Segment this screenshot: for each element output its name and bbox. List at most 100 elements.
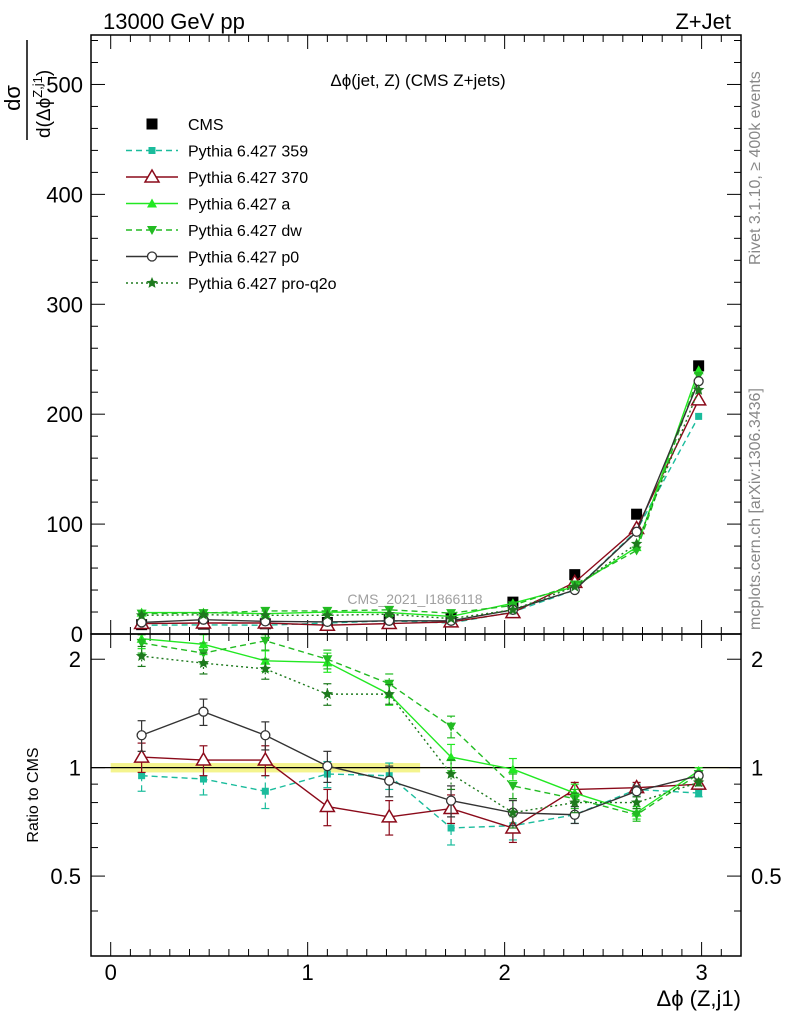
main-series-line (141, 369, 700, 618)
main-y-axis-label: dσ d(ΔϕZ,j1) (0, 40, 55, 140)
ratio-point (569, 796, 581, 808)
main-series-line (141, 375, 700, 615)
x-tick-label: 3 (695, 960, 707, 985)
ratio-point (319, 798, 336, 813)
ratio-point (260, 730, 271, 741)
ratio-point (133, 748, 150, 763)
ratio-point (507, 764, 518, 774)
ratio-panel-frame (90, 633, 742, 957)
ratio-point (257, 751, 274, 766)
legend-marker (148, 147, 156, 154)
legend-item: Pythia 6.427 370 (126, 168, 308, 187)
legend-item: Pythia 6.427 dw (126, 223, 302, 240)
ratio-point (198, 706, 209, 717)
legend-label: Pythia 6.427 359 (188, 144, 308, 161)
ratio-point (446, 722, 457, 732)
ratio-point (260, 655, 271, 665)
ratio-point (692, 776, 705, 788)
ratio-point (199, 775, 207, 783)
rivet-version-label: Rivet 3.1.10, ≥ 400k events (747, 71, 764, 265)
mc-point (631, 546, 642, 556)
ratio-point (631, 810, 642, 820)
ratio-series (136, 634, 704, 822)
legend-item: Pythia 6.427 pro-q2o (126, 276, 337, 293)
legend-item: Pythia 6.427 p0 (126, 250, 299, 267)
legend-label: Pythia 6.427 a (188, 197, 290, 214)
legend-marker (147, 226, 157, 235)
mc-point (445, 612, 457, 624)
mc-point (135, 609, 148, 621)
y-tick-label-main: 100 (46, 512, 83, 537)
ratio-point (135, 650, 148, 661)
y-tick-label-ratio-right: 1 (751, 756, 763, 781)
y-tick-label-main: 400 (46, 182, 83, 207)
analysis-watermark: CMS_2021_I1866118 (347, 591, 482, 607)
ratio-point (631, 786, 642, 797)
y-tick-label-main: 500 (46, 72, 83, 97)
ratio-series (136, 698, 704, 827)
ratio-point (138, 772, 146, 780)
ratio-point (695, 789, 703, 797)
ratio-point (446, 752, 457, 762)
ratio-series (137, 760, 703, 846)
legend-label: Pythia 6.427 p0 (188, 250, 299, 267)
legend-marker (146, 277, 158, 288)
legend-label: Pythia 6.427 370 (188, 170, 308, 187)
ratio-point (630, 796, 643, 808)
main-series-line (141, 380, 700, 624)
ratio-series-line (141, 638, 700, 814)
legend: CMS Pythia 6.427 359 Pythia 6.427 370 Pythi… (126, 117, 337, 293)
mc-point (695, 412, 703, 420)
chart-marks: 0 100 200 300 400 500 0 1 2 3 0.5 0.5 1 1 2 2 CMS Pythia … (46, 35, 782, 985)
x-axis-label: Δϕ (Z,j1) (657, 986, 741, 1011)
ratio-point (445, 795, 457, 806)
legend-item: Pythia 6.427 359 (126, 144, 308, 161)
legend-marker (147, 198, 157, 208)
axis-ticks: 0 100 200 300 400 500 0 1 2 3 0.5 0.5 1 1 2 2 (46, 35, 782, 985)
y-tick-label-ratio-right: 0.5 (751, 864, 782, 889)
legend-marker (146, 118, 158, 130)
x-tick-label: 1 (302, 960, 314, 985)
y-tick-label-main: 0 (71, 622, 83, 647)
mc-point (507, 603, 519, 615)
x-tick-label: 2 (499, 960, 511, 985)
header-process-label: Z+Jet (675, 9, 731, 34)
ratio-series-line (141, 756, 699, 829)
main-series (136, 360, 705, 631)
ratio-point (321, 688, 334, 699)
ratio-point (384, 775, 395, 786)
mc-point (692, 384, 705, 395)
legend-marker (143, 168, 161, 183)
ylabel-denominator: d(ΔϕZ,j1) (30, 70, 55, 138)
main-panel (133, 360, 707, 631)
legend-marker (146, 251, 158, 262)
ratio-series (133, 742, 707, 844)
mcplots-label: mcplots.cern.ch [arXiv:1306.3436] (747, 388, 764, 630)
mc-point (260, 616, 271, 627)
y-tick-label-main: 200 (46, 402, 83, 427)
ratio-point (447, 824, 455, 832)
mc-point (383, 608, 395, 620)
ratio-point (261, 787, 269, 795)
ratio-series-line (141, 773, 699, 829)
mc-point (197, 608, 210, 620)
ratio-point (380, 808, 398, 823)
ratio-point (445, 768, 457, 779)
ratio-point (259, 662, 271, 674)
ylabel-den-sup: Z,j1 (30, 76, 45, 98)
y-tick-label-ratio: 2 (69, 647, 81, 672)
ratio-point (136, 730, 147, 741)
legend-item: Pythia 6.427 a (126, 197, 290, 214)
plot-title: Δϕ(jet, Z) (CMS Z+jets) (330, 71, 505, 90)
ratio-point (383, 688, 395, 699)
ratio-series-line (141, 655, 699, 814)
mc-point (321, 609, 334, 621)
ratio-point (197, 657, 210, 668)
mc-point (259, 609, 271, 621)
ylabel-den-close: ) (34, 70, 55, 76)
legend-label: CMS (188, 117, 224, 134)
main-series (135, 384, 705, 624)
main-series-line (141, 399, 700, 626)
ratio-point (136, 638, 147, 648)
